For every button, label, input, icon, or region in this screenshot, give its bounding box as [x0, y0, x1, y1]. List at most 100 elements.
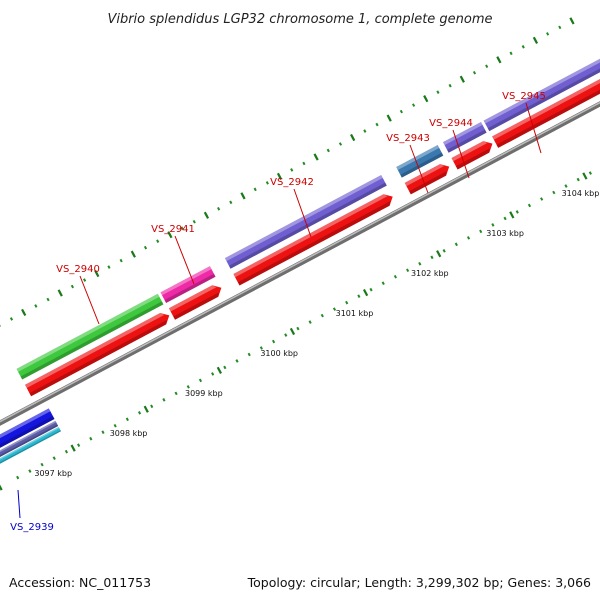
backbone-line	[0, 101, 600, 426]
inner-tick	[77, 443, 81, 447]
inner-tick	[89, 436, 93, 441]
outer-tick	[302, 161, 306, 166]
inner-tick	[332, 307, 337, 311]
outer-tick	[546, 32, 550, 36]
gene-leader-line	[79, 275, 100, 325]
inner-tick	[527, 203, 532, 208]
inner-tick	[162, 398, 166, 402]
outer-tick-major	[94, 269, 100, 278]
gene-feature-VS_2945-highlight	[483, 58, 600, 124]
gene-feature-VS_2944[interactable]	[443, 122, 487, 153]
inner-tick	[515, 210, 519, 214]
gene-label[interactable]: VS_2941	[151, 224, 195, 235]
cds-arrow-VS_2944[interactable]	[451, 141, 493, 170]
gene-feature-VS_2941[interactable]	[160, 266, 216, 303]
inner-tick	[552, 190, 556, 195]
gene-label[interactable]: VS_2943	[386, 133, 430, 144]
gene-feature-VS_2939-shadow	[0, 416, 55, 448]
cds-arrow-VS_2941[interactable]	[168, 285, 222, 320]
outer-tick	[180, 226, 184, 231]
gene-label[interactable]: VS_2940	[56, 264, 100, 275]
gene-feature-VS_2940[interactable]	[16, 293, 164, 380]
inner-tick	[479, 229, 483, 234]
outer-tick	[399, 109, 403, 114]
inner-tick	[345, 300, 349, 305]
gene-label[interactable]: VS_2939	[10, 522, 54, 533]
cds-arrow-VS_2940[interactable]	[25, 313, 170, 397]
gene-feature-VS_2943-highlight	[396, 145, 440, 170]
inner-tick-major	[143, 405, 149, 413]
inner-tick	[406, 268, 410, 273]
gene-label[interactable]: VS_2942	[270, 177, 314, 188]
cds-arrow-VS_2945-highlight	[492, 79, 600, 140]
outer-tick	[326, 148, 330, 153]
gene-subfeature2-VS_2939-shadow	[0, 430, 61, 464]
inner-tick	[211, 372, 215, 376]
outer-tick-major	[57, 289, 63, 297]
position-label: 3097 kbp	[34, 469, 72, 478]
gene-feature-VS_2940-highlight	[16, 293, 160, 372]
inner-tick	[52, 456, 56, 460]
outer-tick	[521, 45, 525, 49]
inner-tick	[125, 417, 129, 422]
inner-tick	[137, 411, 142, 415]
outer-tick-major	[167, 231, 173, 239]
cds-arrow-VS_2943[interactable]	[404, 164, 450, 195]
gene-feature-VS_2943[interactable]	[396, 145, 444, 178]
inner-tick	[247, 352, 251, 357]
inner-tick-major	[436, 250, 442, 258]
gene-subfeature2-VS_2939-highlight	[0, 426, 60, 460]
position-label: 3104 kbp	[562, 189, 600, 198]
inner-tick	[418, 261, 422, 266]
genome-map: 3097 kbp 3098 kbp 3099 kbp 3100 kbp 3101 kbp…	[0, 17, 600, 533]
inner-tick	[186, 385, 190, 389]
gene-subfeature2-VS_2939[interactable]	[0, 426, 61, 469]
gene-feature-VS_2944-shadow	[447, 129, 487, 153]
gene-label[interactable]: VS_2945	[502, 91, 546, 102]
outer-tick-major	[569, 17, 575, 25]
inner-tick-major	[216, 366, 222, 374]
outer-tick	[192, 219, 196, 224]
outer-tick-major	[130, 250, 136, 258]
outer-tick-major	[276, 172, 283, 181]
outer-tick-major	[240, 192, 246, 200]
outer-tick	[217, 206, 221, 211]
inner-tick	[576, 177, 580, 182]
gene-feature-VS_2939[interactable]	[0, 408, 55, 456]
cds-arrow-VS_2945[interactable]	[492, 69, 600, 148]
gene-feature-VS_2942-shadow	[229, 182, 387, 269]
inner-tick	[393, 274, 398, 279]
outer-tick	[509, 51, 513, 56]
outer-tick	[107, 265, 111, 269]
outer-tick	[558, 25, 562, 30]
gene-label[interactable]: VS_2944	[429, 118, 473, 129]
gene-leader-line	[17, 489, 21, 519]
inner-tick-major	[289, 327, 296, 336]
inner-tick	[16, 475, 20, 480]
outer-tick	[265, 181, 269, 185]
outer-tick-major	[496, 56, 502, 64]
cds-arrow-VS_2942[interactable]	[233, 194, 393, 286]
cds-arrow-VS_2943-highlight	[404, 164, 445, 187]
gene-subfeature-VS_2939[interactable]	[0, 420, 59, 464]
outer-tick-major	[313, 153, 319, 161]
outer-tick	[253, 187, 257, 192]
inner-tick	[503, 216, 507, 221]
outer-tick	[156, 239, 160, 243]
outer-tick	[411, 103, 416, 107]
inner-tick	[381, 281, 385, 286]
inner-tick	[198, 378, 203, 383]
gene-feature-VS_2945[interactable]	[483, 50, 600, 132]
outer-tick-major	[21, 308, 27, 317]
inner-tick	[588, 171, 592, 175]
outer-tick	[34, 304, 38, 308]
outer-tick-major	[459, 75, 465, 83]
inner-tick	[454, 242, 458, 247]
cds-arrow-VS_2941-shadow	[173, 292, 219, 320]
gene-subfeature-VS_2939-highlight	[0, 420, 57, 453]
outer-tick-major	[203, 211, 210, 219]
outer-tick	[46, 297, 50, 302]
outer-tick	[143, 245, 148, 250]
cds-arrow-VS_2940-shadow	[29, 319, 167, 397]
